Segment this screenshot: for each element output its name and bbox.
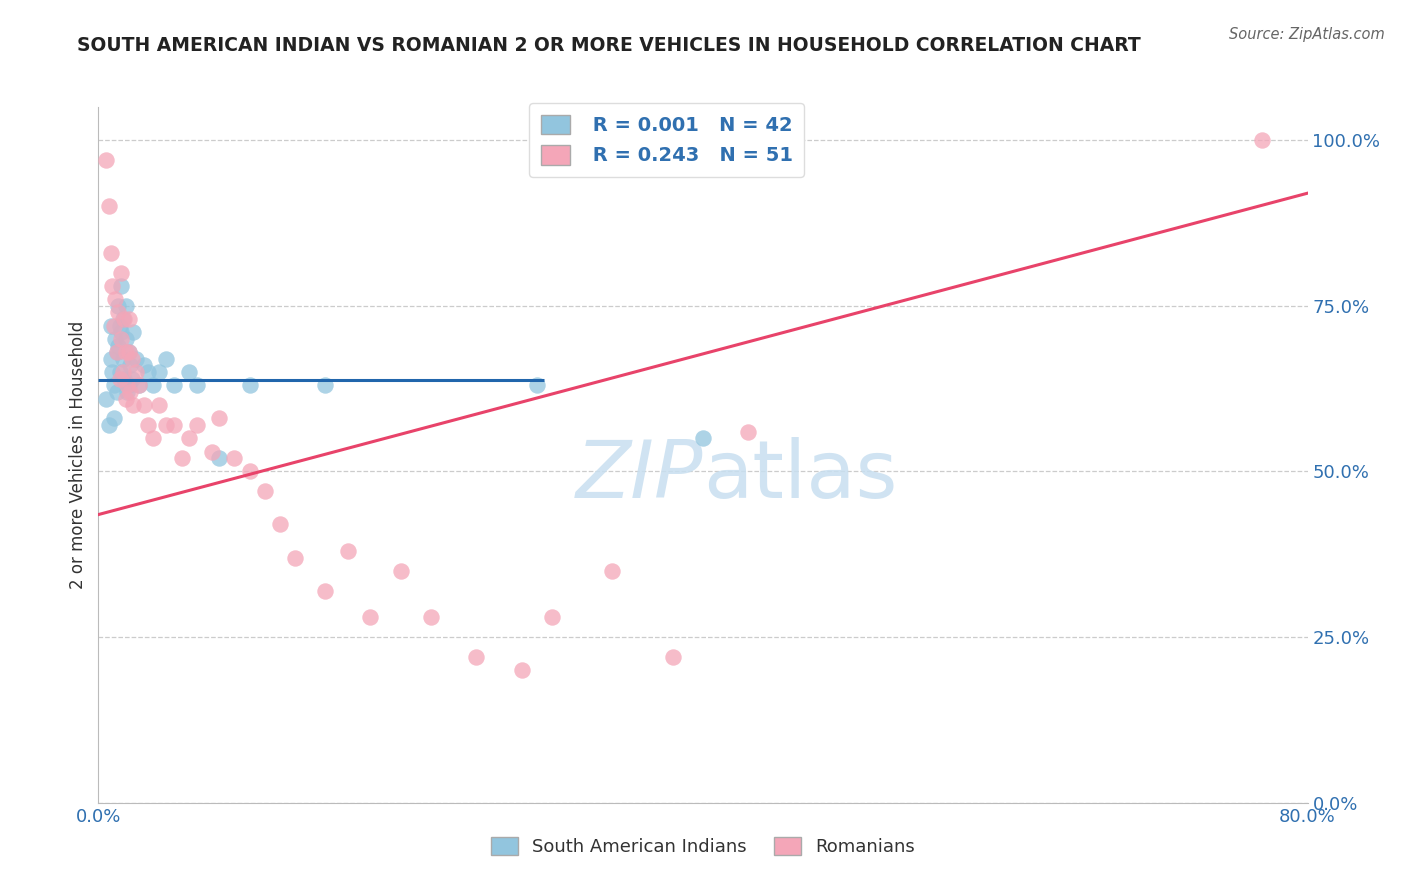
Point	[125, 365, 148, 379]
Point	[114, 345, 136, 359]
Point	[105, 345, 128, 359]
Point	[239, 465, 262, 479]
Point	[107, 338, 129, 352]
Point	[186, 378, 208, 392]
Point	[420, 610, 443, 624]
Point	[100, 245, 122, 260]
Text: Source: ZipAtlas.com: Source: ZipAtlas.com	[1229, 27, 1385, 42]
Text: atlas: atlas	[703, 437, 897, 515]
Point	[110, 326, 132, 340]
Point	[142, 378, 165, 392]
Point	[148, 398, 170, 412]
Point	[526, 378, 548, 392]
Point	[201, 444, 224, 458]
Point	[142, 431, 165, 445]
Point	[602, 564, 624, 578]
Point	[122, 326, 145, 340]
Point	[107, 299, 129, 313]
Point	[128, 378, 150, 392]
Point	[737, 425, 759, 439]
Point	[103, 411, 125, 425]
Point	[108, 365, 131, 379]
Legend: South American Indians, Romanians: South American Indians, Romanians	[484, 830, 922, 863]
Point	[115, 378, 138, 392]
Point	[155, 418, 177, 433]
Point	[120, 384, 142, 399]
Point	[179, 431, 201, 445]
Point	[122, 398, 145, 412]
Point	[114, 299, 136, 313]
Point	[661, 650, 683, 665]
Point	[125, 351, 148, 366]
Point	[112, 372, 135, 386]
Point	[170, 451, 193, 466]
Point	[208, 411, 231, 425]
Point	[100, 318, 122, 333]
Point	[104, 332, 127, 346]
Point	[114, 392, 136, 406]
Point	[269, 517, 291, 532]
Point	[107, 305, 129, 319]
Point	[98, 199, 121, 213]
Point	[163, 378, 186, 392]
Point	[136, 365, 159, 379]
Point	[692, 431, 714, 445]
Point	[208, 451, 231, 466]
Point	[108, 372, 131, 386]
Point	[114, 332, 136, 346]
Point	[314, 378, 336, 392]
Point	[136, 418, 159, 433]
Point	[148, 365, 170, 379]
Point	[465, 650, 488, 665]
Point	[110, 279, 132, 293]
Point	[128, 378, 150, 392]
Point	[314, 583, 336, 598]
Point	[100, 351, 122, 366]
Point	[118, 312, 141, 326]
Point	[101, 365, 124, 379]
Y-axis label: 2 or more Vehicles in Household: 2 or more Vehicles in Household	[69, 321, 87, 589]
Point	[111, 351, 134, 366]
Point	[186, 418, 208, 433]
Point	[110, 332, 132, 346]
Point	[94, 153, 117, 167]
Point	[104, 292, 127, 306]
Point	[120, 359, 142, 373]
Point	[111, 312, 134, 326]
Point	[121, 351, 143, 366]
Point	[110, 266, 132, 280]
Point	[155, 351, 177, 366]
Point	[179, 365, 201, 379]
Point	[118, 345, 141, 359]
Point	[132, 359, 155, 373]
Point	[101, 279, 124, 293]
Point	[284, 550, 307, 565]
Point	[253, 484, 276, 499]
Point	[115, 384, 138, 399]
Point	[105, 345, 128, 359]
Point	[1251, 133, 1274, 147]
Point	[132, 398, 155, 412]
Text: ZIP: ZIP	[575, 437, 703, 515]
Point	[510, 663, 533, 677]
Point	[239, 378, 262, 392]
Point	[224, 451, 246, 466]
Point	[108, 318, 131, 333]
Text: SOUTH AMERICAN INDIAN VS ROMANIAN 2 OR MORE VEHICLES IN HOUSEHOLD CORRELATION CH: SOUTH AMERICAN INDIAN VS ROMANIAN 2 OR M…	[77, 36, 1142, 54]
Point	[105, 384, 128, 399]
Point	[121, 372, 143, 386]
Point	[163, 418, 186, 433]
Point	[103, 318, 125, 333]
Point	[336, 544, 359, 558]
Point	[94, 392, 117, 406]
Point	[360, 610, 382, 624]
Point	[118, 378, 141, 392]
Point	[540, 610, 562, 624]
Point	[98, 418, 121, 433]
Point	[118, 345, 141, 359]
Point	[389, 564, 412, 578]
Point	[112, 312, 135, 326]
Point	[111, 365, 134, 379]
Point	[103, 378, 125, 392]
